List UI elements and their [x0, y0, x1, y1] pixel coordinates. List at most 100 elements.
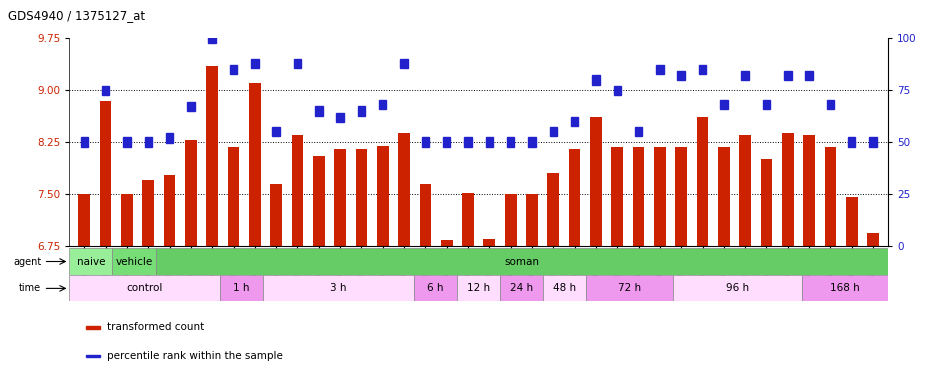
Bar	[457, 275, 500, 301]
Bar	[80, 137, 88, 147]
Bar	[569, 149, 581, 246]
Bar	[376, 146, 388, 246]
Bar	[102, 86, 109, 95]
Bar	[739, 135, 751, 246]
Bar	[763, 100, 771, 109]
Text: 24 h: 24 h	[511, 283, 534, 293]
Bar	[656, 65, 663, 74]
Bar	[548, 173, 560, 246]
Bar	[270, 184, 282, 246]
Bar	[337, 113, 344, 122]
Bar	[251, 59, 259, 68]
Bar	[86, 355, 101, 357]
Bar	[592, 75, 599, 84]
Bar	[803, 135, 815, 246]
Bar	[571, 117, 578, 126]
Bar	[782, 133, 794, 246]
Bar	[264, 275, 414, 301]
Bar	[718, 147, 730, 246]
Bar	[69, 275, 220, 301]
Bar	[155, 248, 888, 275]
Text: GDS4940 / 1375127_at: GDS4940 / 1375127_at	[8, 9, 145, 22]
Bar	[315, 106, 323, 116]
Bar	[721, 100, 728, 109]
Bar	[528, 137, 536, 147]
Bar	[294, 59, 302, 68]
Bar	[870, 137, 877, 147]
Bar	[379, 100, 387, 109]
Bar	[187, 102, 194, 111]
Text: control: control	[127, 283, 163, 293]
Bar	[698, 65, 707, 74]
Bar	[677, 71, 684, 80]
Text: 72 h: 72 h	[618, 283, 641, 293]
Bar	[590, 116, 602, 246]
Text: 12 h: 12 h	[467, 283, 490, 293]
Bar	[827, 100, 834, 109]
Bar	[113, 248, 155, 275]
Bar	[206, 66, 218, 246]
Bar	[358, 106, 365, 116]
Text: 48 h: 48 h	[553, 283, 576, 293]
Bar	[505, 194, 516, 246]
Text: percentile rank within the sample: percentile rank within the sample	[107, 351, 283, 361]
Bar	[806, 71, 813, 80]
Bar	[507, 137, 514, 147]
Bar	[635, 127, 642, 136]
Bar	[220, 275, 264, 301]
Bar	[443, 137, 450, 147]
Bar	[672, 275, 802, 301]
Text: agent: agent	[13, 257, 42, 266]
Bar	[355, 149, 367, 246]
Text: vehicle: vehicle	[116, 257, 153, 266]
Bar	[441, 240, 452, 246]
Bar	[142, 180, 154, 246]
Bar	[69, 248, 113, 275]
Bar	[422, 137, 429, 147]
Bar	[123, 137, 130, 147]
Bar	[868, 233, 879, 246]
Text: 6 h: 6 h	[427, 283, 444, 293]
Bar	[611, 147, 623, 246]
Text: naive: naive	[77, 257, 105, 266]
Text: 1 h: 1 h	[233, 283, 250, 293]
Bar	[185, 140, 197, 246]
Bar	[291, 135, 303, 246]
Text: transformed count: transformed count	[107, 323, 204, 333]
Text: 168 h: 168 h	[830, 283, 860, 293]
Bar	[228, 147, 240, 246]
Text: 3 h: 3 h	[330, 283, 347, 293]
Bar	[845, 197, 857, 246]
Bar	[229, 65, 237, 74]
Bar	[784, 71, 792, 80]
Bar	[166, 133, 173, 142]
Bar	[675, 147, 687, 246]
Bar	[824, 147, 836, 246]
Bar	[633, 147, 645, 246]
Bar	[484, 239, 495, 246]
Bar	[802, 275, 888, 301]
Bar	[249, 83, 261, 246]
Bar	[273, 127, 280, 136]
Bar	[848, 137, 856, 147]
Bar	[654, 147, 666, 246]
Bar	[86, 326, 101, 329]
Bar	[613, 86, 621, 95]
Bar	[526, 194, 537, 246]
Bar	[79, 194, 90, 246]
Bar	[549, 127, 557, 136]
Bar	[313, 156, 325, 246]
Text: 96 h: 96 h	[725, 283, 748, 293]
Bar	[398, 133, 410, 246]
Bar	[121, 194, 133, 246]
Bar	[742, 71, 749, 80]
Bar	[697, 116, 709, 246]
Bar	[334, 149, 346, 246]
Bar	[543, 275, 586, 301]
Bar	[401, 59, 408, 68]
Bar	[760, 159, 772, 246]
Bar	[164, 175, 176, 246]
Bar	[464, 137, 472, 147]
Bar	[586, 275, 672, 301]
Text: time: time	[19, 283, 42, 293]
